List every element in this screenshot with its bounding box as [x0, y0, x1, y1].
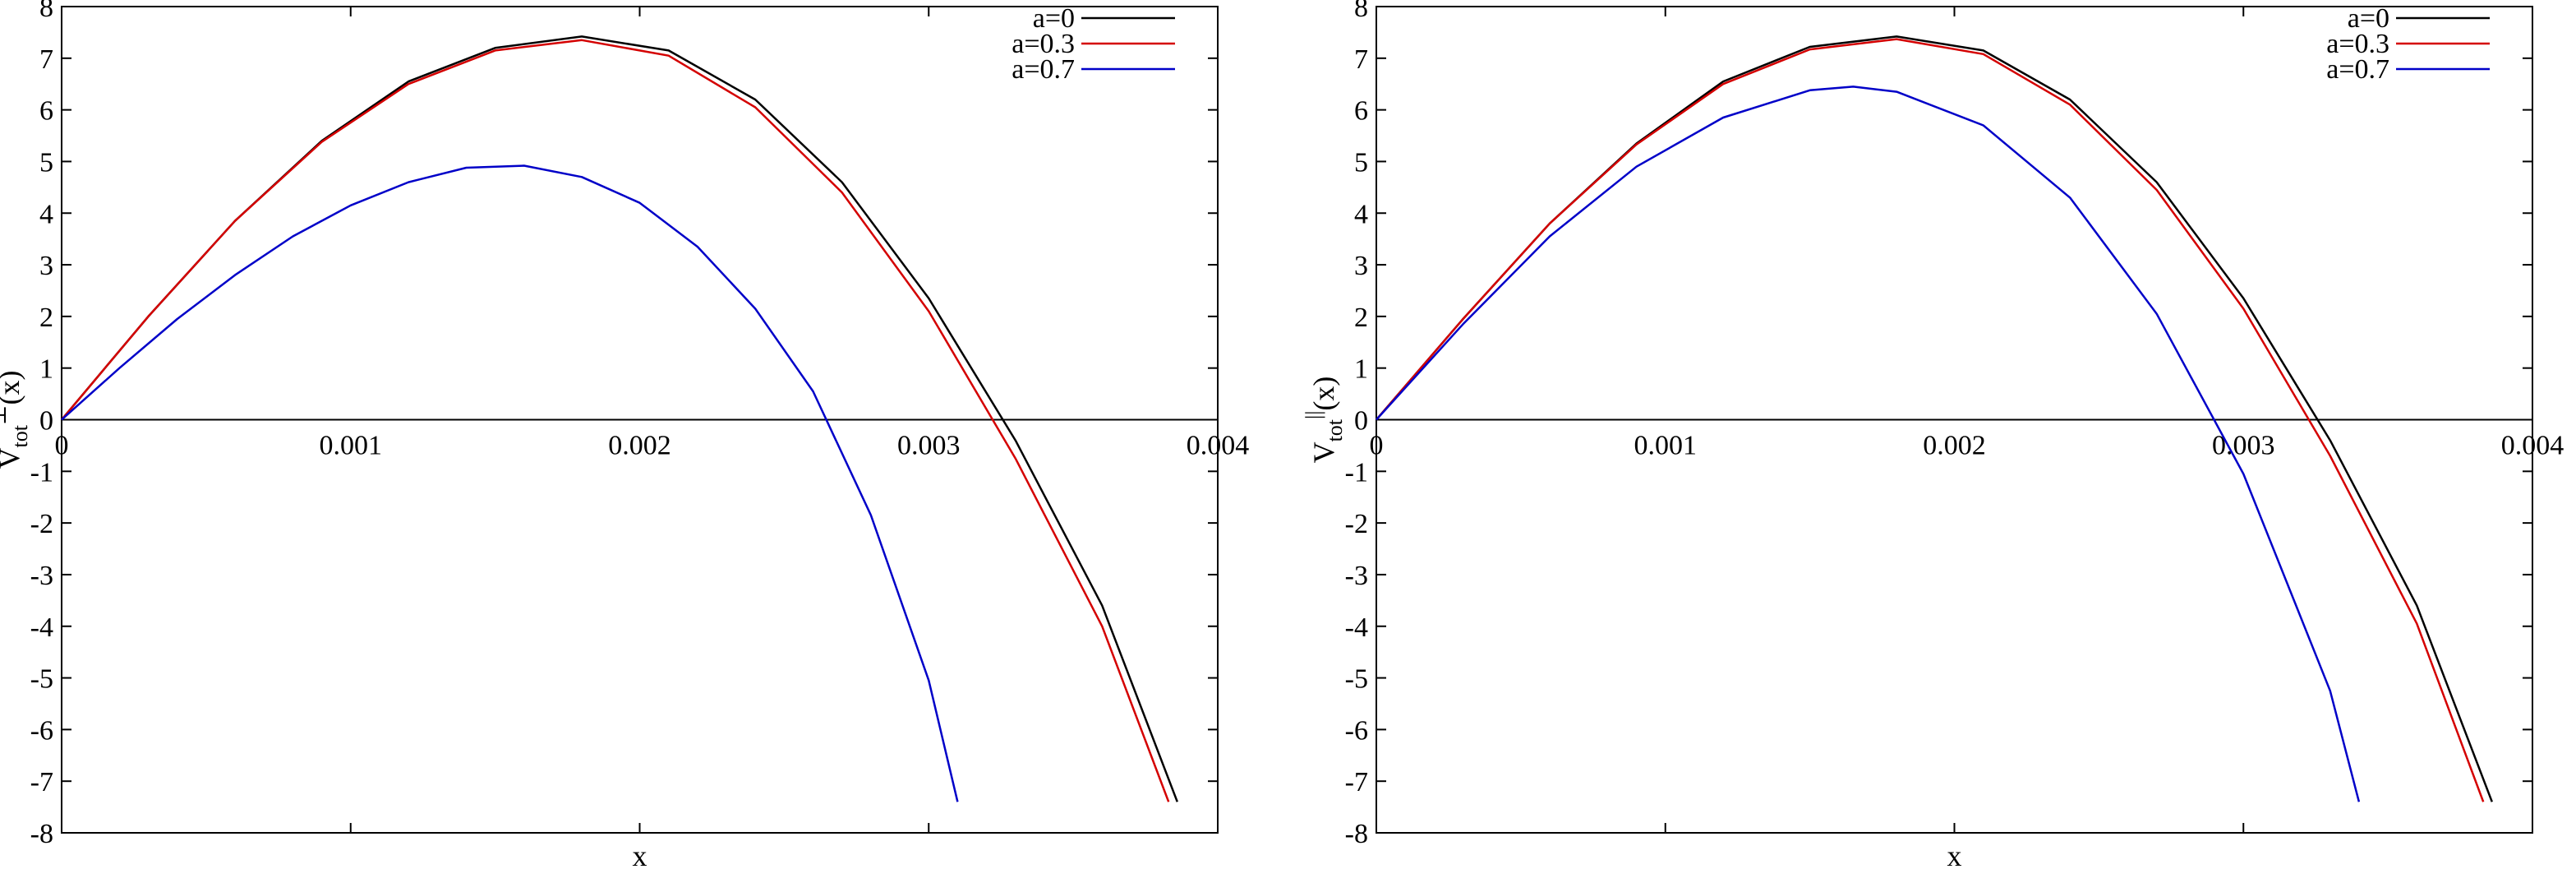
y-tick-label: -5 [1345, 664, 1368, 695]
y-tick-label: 7 [39, 44, 53, 75]
legend-label: a=0.7 [1012, 54, 1075, 85]
legend-label: a=0.3 [1012, 29, 1075, 59]
y-tick-label: 5 [1354, 147, 1368, 178]
x-tick-label: 0.002 [608, 431, 671, 461]
x-tick-label: 0.001 [320, 431, 383, 461]
y-tick-label: -7 [1345, 767, 1368, 797]
x-tick-label: 0.004 [2501, 431, 2564, 461]
x-axis-title: x [1947, 839, 1962, 869]
y-tick-label: 6 [1354, 96, 1368, 127]
y-tick-label: -2 [1345, 509, 1368, 539]
series-line-a-0-3 [61, 39, 1170, 802]
y-axis-title: Vtot⊥(x) [0, 371, 32, 469]
y-tick-label: -6 [30, 715, 53, 746]
y-tick-label: -3 [1345, 561, 1368, 591]
y-tick-label: -4 [1345, 612, 1368, 643]
series-line-a-0-7 [1376, 86, 2361, 802]
legend-label: a=0 [2348, 3, 2389, 34]
y-tick-label: -8 [30, 819, 53, 849]
y-tick-label: 0 [39, 406, 53, 437]
y-tick-label: 6 [39, 96, 53, 127]
legend-label: a=0.7 [2326, 54, 2389, 85]
y-tick-label: -8 [1345, 819, 1368, 849]
y-tick-label: 3 [39, 251, 53, 281]
y-tick-label: -7 [30, 767, 53, 797]
y-tick-label: 1 [1354, 354, 1368, 385]
y-tick-label: -1 [1345, 457, 1368, 488]
y-tick-label: 4 [39, 199, 53, 229]
y-tick-label: 1 [39, 354, 53, 385]
y-tick-label: -6 [1345, 715, 1368, 746]
x-tick-label: 0 [55, 431, 69, 461]
y-tick-label: 5 [39, 147, 53, 178]
series-line-a-0-3 [1376, 38, 2485, 802]
y-tick-label: -2 [30, 509, 53, 539]
legend-label: a=0.3 [2326, 29, 2389, 59]
y-tick-label: 4 [1354, 199, 1368, 229]
y-tick-label: 8 [1354, 0, 1368, 23]
x-tick-label: 0 [1370, 431, 1384, 461]
x-axis-title: x [633, 839, 647, 869]
y-tick-label: -5 [30, 664, 53, 695]
y-tick-label: -1 [30, 457, 53, 488]
y-tick-label: 7 [1354, 44, 1368, 75]
y-tick-label: -3 [30, 561, 53, 591]
y-tick-label: 3 [1354, 251, 1368, 281]
y-tick-label: 0 [1354, 406, 1368, 437]
x-tick-label: 0.003 [897, 431, 961, 461]
y-tick-label: 2 [1354, 303, 1368, 333]
y-axis-title: Vtot||(x) [1302, 377, 1347, 464]
x-tick-label: 0.001 [1634, 431, 1698, 461]
legend-label: a=0 [1033, 3, 1075, 34]
x-tick-label: 0.002 [1923, 431, 1986, 461]
y-tick-label: -4 [30, 612, 53, 643]
series-line-a-0-7 [61, 164, 959, 802]
y-tick-label: 2 [39, 303, 53, 333]
x-tick-label: 0.004 [1187, 431, 1250, 461]
y-tick-label: 8 [39, 0, 53, 23]
